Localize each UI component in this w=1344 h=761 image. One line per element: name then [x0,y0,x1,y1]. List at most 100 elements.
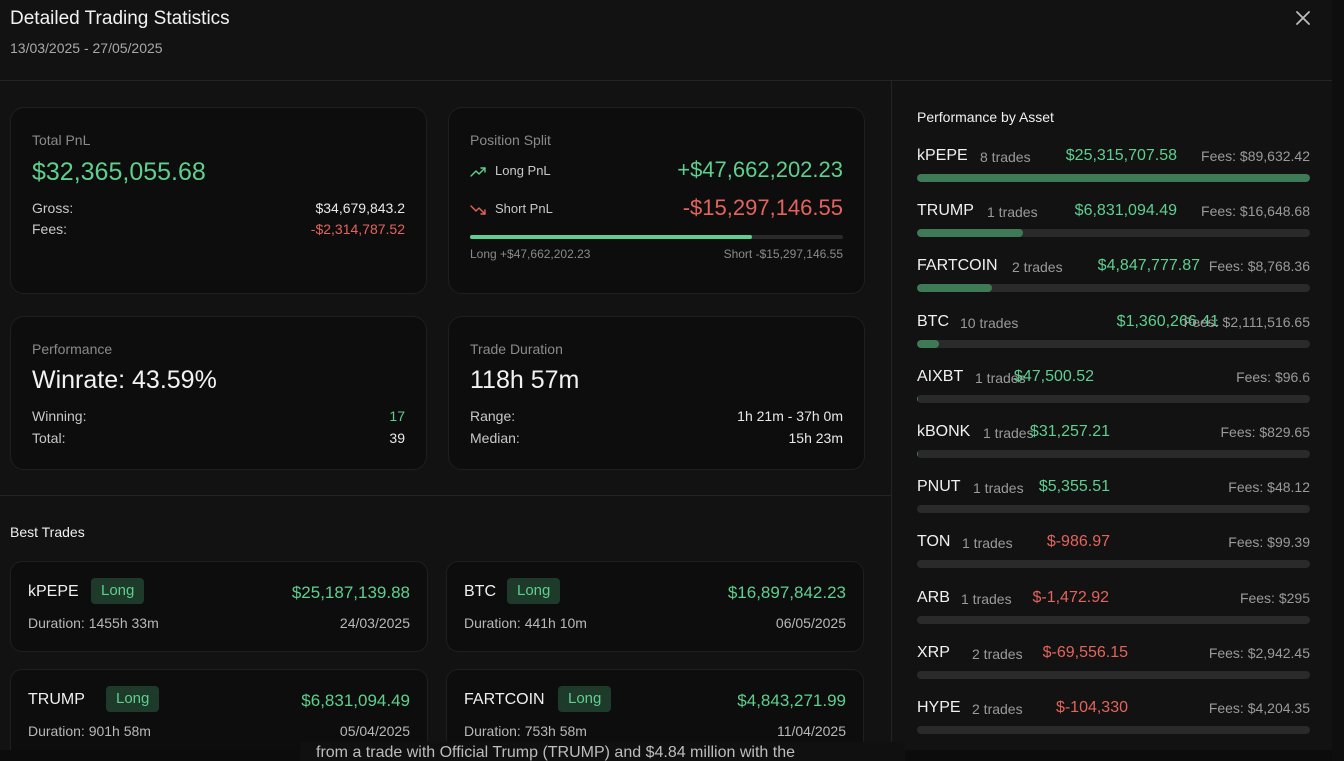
asset-fees: Fees: $2,111,516.65 [1183,313,1310,330]
asset-name: ARB [917,588,950,606]
asset-row[interactable]: kPEPE 8 trades $25,315,707.58 Fees: $89,632… [917,147,1310,199]
asset-pnl: $31,257.21 [1029,423,1110,440]
trade-duration: Duration: 441h 10m [464,615,587,631]
asset-pnl-bar [917,615,1310,624]
median-label: Median: [470,430,520,446]
asset-name: FARTCOIN [917,257,998,275]
winning-value: 17 [389,408,405,424]
total-pnl-label: Total PnL [32,132,91,148]
long-pnl-label: Long PnL [495,163,551,178]
short-pnl-value: -$15,297,146.55 [682,195,843,220]
asset-pnl-bar [917,339,1310,348]
trade-date: 06/05/2025 [775,615,846,631]
trade-card[interactable]: kPEPE Long $25,187,139.88 Duration: 1455… [10,561,428,652]
asset-row[interactable]: AIXBT 1 trades $47,500.52 Fees: $96.6 [917,368,1310,420]
asset-pnl: $1,360,266.41 [1116,312,1219,330]
page-scrollbar[interactable] [1332,0,1344,761]
asset-trade-count: 2 trades [972,645,1023,662]
trade-pnl: $25,187,139.88 [291,583,410,602]
short-caption: Short -$15,297,146.55 [723,247,843,261]
side-badge: Long [91,578,145,604]
position-split-label: Position Split [470,132,551,148]
trade-pnl: $16,897,842.23 [727,583,846,602]
short-pnl-row: Short PnL -$15,297,146.55 [470,195,843,225]
trade-card[interactable]: BTC Long $16,897,842.23 Duration: 441h 1… [446,561,864,652]
total-pnl-value: $32,365,055.68 [32,158,206,186]
asset-performance-panel[interactable]: Performance by Asset kPEPE 8 trades $25,31… [892,81,1332,750]
trade-duration: Duration: 753h 58m [464,723,587,739]
asset-pnl: $-986.97 [1046,533,1110,551]
asset-trade-count: 10 trades [960,314,1019,331]
asset-fees: Fees: $8,768.36 [1208,258,1310,275]
trade-asset: FARTCOIN [464,691,545,708]
trade-pnl: $6,831,094.49 [301,691,410,710]
gross-label: Gross: [32,200,74,216]
asset-row[interactable]: ARB 1 trades $-1,472.92 Fees: $295 [917,589,1310,641]
fees-label: Fees: [32,221,68,237]
asset-name: BTC [917,312,949,330]
asset-pnl: $47,500.52 [1013,367,1094,385]
modal-header: Detailed Trading Statistics 13/03/2025 -… [0,0,1332,81]
range-label: Range: [470,408,516,424]
asset-row[interactable]: TON 1 trades $-986.97 Fees: $99.39 [917,533,1310,585]
trade-date: 11/04/2025 [776,723,846,739]
asset-pnl-bar [917,560,1310,569]
best-trades-title: Best Trades [10,524,85,540]
position-split-card: Position Split Long PnL +$47,662,202.23 … [448,107,865,294]
asset-trade-count: 1 trades [973,480,1024,497]
asset-pnl-bar [917,670,1310,679]
short-pnl-label: Short PnL [495,201,553,216]
asset-row[interactable]: XRP 2 trades $-69,556.15 Fees: $2,942.45 [917,644,1310,696]
asset-fees: Fees: $89,632.42 [1201,148,1310,164]
long-pnl-row: Long PnL +$47,662,202.23 [470,157,843,187]
avg-duration-value: 118h 57m [470,366,580,394]
total-trades-label: Total: [32,430,66,446]
asset-row[interactable]: TRUMP 1 trades $6,831,094.49 Fees: $16,648.… [917,202,1310,254]
trade-duration: Duration: 901h 58m [28,723,151,739]
asset-pnl-bar-fill [917,229,1024,238]
asset-trade-count: 1 trades [975,369,1026,386]
trending-up-icon [470,167,486,177]
asset-pnl-bar [917,284,1310,293]
asset-pnl-bar [917,726,1310,734]
asset-pnl: $5,355.51 [1038,478,1110,496]
asset-name: PNUT [917,478,961,496]
position-split-bar [470,235,843,239]
asset-row[interactable]: kBONK 1 trades $31,257.21 Fees: $829.65 [917,423,1310,475]
asset-pnl-bar [917,505,1310,514]
winning-label: Winning: [32,408,87,424]
trade-pnl: $4,843,271.99 [737,691,846,710]
asset-pnl: $-1,472.92 [1032,588,1109,606]
asset-name: TRUMP [917,202,974,220]
asset-trade-count: 2 trades [1012,259,1063,276]
asset-pnl: $25,315,707.58 [1065,147,1177,164]
asset-row[interactable]: PNUT 1 trades $5,355.51 Fees: $48.12 [917,478,1310,530]
side-badge: Long [558,686,612,712]
long-pnl-value: +$47,662,202.23 [677,157,843,182]
asset-row[interactable]: BTC 10 trades $1,360,266.41 Fees: $2,111,51… [917,313,1310,365]
asset-pnl-bar [917,394,1310,403]
asset-pnl-bar-fill [917,284,992,293]
trade-card[interactable]: TRUMP Long $6,831,094.49 Duration: 901h … [10,669,428,750]
stats-panel: Total PnL $32,365,055.68 Gross: $34,679,… [0,81,891,750]
asset-trade-count: 1 trades [962,535,1013,552]
close-icon[interactable] [1293,8,1313,28]
trending-down-icon [470,205,486,215]
trade-duration-card: Trade Duration 118h 57m Range: 1h 21m - … [448,316,865,470]
trade-asset: TRUMP [28,691,85,708]
side-badge: Long [507,578,561,604]
trade-asset: kPEPE [28,583,79,600]
asset-pnl-bar [917,450,1310,458]
range-value: 1h 21m - 37h 0m [737,408,843,424]
asset-row[interactable]: FARTCOIN 2 trades $4,847,777.87 Fees: $8,76… [917,257,1310,309]
trade-date: 05/04/2025 [339,723,410,739]
trade-card[interactable]: FARTCOIN Long $4,843,271.99 Duration: 75… [446,669,864,750]
asset-row[interactable]: HYPE 2 trades $-104,330 Fees: $4,204.35 [917,699,1310,750]
performance-label: Performance [32,341,113,357]
asset-name: XRP [917,643,950,661]
asset-pnl: $6,831,094.49 [1074,202,1177,220]
fees-value: -$2,314,787.52 [310,221,405,237]
total-pnl-card: Total PnL $32,365,055.68 Gross: $34,679,… [10,107,427,294]
asset-fees: Fees: $96.6 [1236,368,1310,385]
asset-fees: Fees: $295 [1239,589,1310,606]
